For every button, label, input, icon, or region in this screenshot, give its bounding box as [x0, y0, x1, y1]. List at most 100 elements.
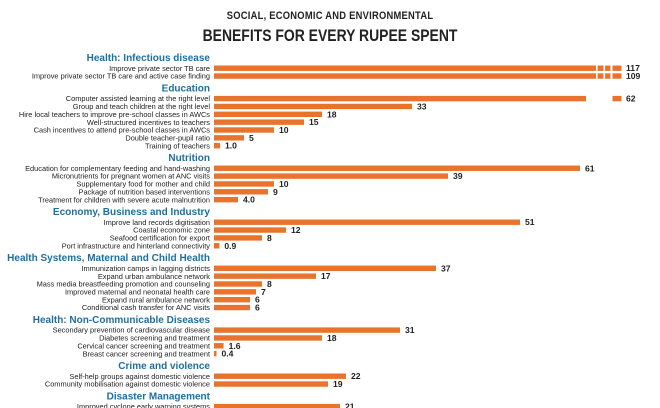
- bar-label: Self-help groups against domestic violen…: [69, 372, 210, 381]
- bar: [214, 227, 286, 233]
- bar-label: Improve private sector TB care: [109, 64, 210, 73]
- bar: [214, 297, 250, 303]
- bar-break-gap: [603, 65, 606, 71]
- bar-break-gap: [596, 95, 598, 102]
- group-heading: Nutrition: [168, 153, 210, 164]
- bar-label: Package of nutrition based interventions: [79, 187, 211, 196]
- bar-label: Supplementary food for mother and child: [76, 180, 210, 189]
- bar-value-label: 10: [279, 125, 289, 135]
- bar-value-label: 61: [585, 163, 595, 173]
- bar: [214, 73, 612, 79]
- bar-label: Double teacher-pupil ratio: [125, 133, 210, 142]
- bar-value-label: 117: [626, 63, 640, 73]
- bar: [214, 189, 268, 195]
- bar-break-segment: [612, 95, 622, 102]
- bar: [214, 127, 274, 133]
- bar-value-label: 21: [345, 402, 355, 408]
- bar: [214, 165, 580, 171]
- bar-break-segment: [612, 73, 622, 79]
- bar: [214, 373, 346, 379]
- bar-value-label: 109: [626, 71, 641, 81]
- bar: [214, 273, 316, 279]
- bar-value-label: 9: [273, 187, 278, 197]
- bar-label: Cervical cancer screening and treatment: [77, 341, 210, 350]
- bar-break-gap: [610, 65, 613, 71]
- bar: [214, 119, 304, 125]
- bar: [214, 243, 220, 249]
- bar-break-gap: [603, 95, 606, 102]
- bar: [214, 135, 244, 141]
- bar-value-label: 1.0: [225, 141, 237, 151]
- group-heading: Health: Non-Communicable Diseases: [33, 315, 211, 326]
- bar-value-label: 10: [279, 179, 289, 189]
- bar-break-gap: [610, 95, 613, 102]
- bar-label: Diabetes screening and treatment: [99, 334, 210, 343]
- group-heading: Disaster Management: [107, 391, 211, 402]
- group-heading: Economy, Business and Industry: [53, 207, 211, 218]
- bar-label: Computer assisted learning at the right …: [66, 94, 211, 103]
- group-heading: Education: [162, 83, 210, 94]
- bar-label: Seafood certification for export: [110, 234, 210, 243]
- bar-label: Improve land records digitisation: [104, 218, 210, 227]
- bar: [214, 265, 436, 271]
- bar-label: Micronutrients for pregnant women at ANC…: [52, 172, 210, 181]
- group-heading: Health Systems, Maternal and Child Healt…: [7, 253, 210, 264]
- bar-label: Education for complementary feeding and …: [25, 164, 210, 173]
- bar-value-label: 7: [261, 287, 266, 297]
- bar-label: Community mobilisation against domestic …: [45, 380, 210, 389]
- bar-value-label: 39: [453, 171, 463, 181]
- bar: [214, 350, 217, 357]
- bar-label: Well-structured incentives to teachers: [87, 118, 210, 127]
- bar: [214, 304, 250, 311]
- bar-label: Secondary prevention of cardiovascular d…: [53, 326, 210, 335]
- bar-label: Improved maternal and neonatal health ca…: [65, 287, 210, 296]
- bar: [214, 235, 262, 241]
- bar: [214, 143, 220, 149]
- bar-value-label: 1.6: [229, 341, 241, 351]
- bar-break-segment: [612, 65, 622, 71]
- bar-value-label: 8: [267, 279, 272, 289]
- bar-label: Expand rural ambulance network: [102, 295, 210, 304]
- bar-value-label: 37: [441, 263, 451, 273]
- bar: [214, 111, 322, 117]
- bar-value-label: 22: [351, 371, 361, 381]
- bar: [214, 196, 238, 203]
- bar: [214, 181, 274, 187]
- bar: [214, 103, 412, 110]
- bar-label: Hire local teachers to improve pre-schoo…: [19, 110, 210, 119]
- bar-label: Group and teach children at the right le…: [73, 102, 211, 111]
- bar-label: Cash incentives to attend pre-school cla…: [34, 126, 211, 135]
- bar: [214, 343, 224, 349]
- bar: [214, 281, 262, 287]
- bar-value-label: 0.9: [224, 241, 236, 251]
- bar-value-label: 12: [291, 225, 301, 235]
- bar: [214, 65, 612, 71]
- bar: [214, 335, 322, 341]
- bar-label: Training of teachers: [145, 141, 210, 150]
- bar-value-label: 18: [327, 109, 337, 119]
- bar-value-label: 62: [626, 94, 636, 104]
- bar-value-label: 15: [309, 117, 319, 127]
- bar: [214, 219, 520, 225]
- bar-value-label: 18: [327, 333, 337, 343]
- bar: [214, 327, 400, 333]
- bar-value-label: 51: [525, 217, 535, 227]
- bar-label: Breast cancer screening and treatment: [83, 349, 210, 358]
- bar-label: Immunization camps in lagging districts: [81, 264, 210, 273]
- bar-break-gap: [603, 73, 606, 79]
- bar-value-label: 19: [333, 379, 343, 389]
- bar-label: Expand urban ambulance network: [98, 272, 210, 281]
- bar: [214, 95, 586, 102]
- group-heading: Crime and violence: [118, 361, 210, 372]
- bar-label: Coastal economic zone: [133, 226, 210, 235]
- chart-title-line1: SOCIAL, ECONOMIC AND ENVIRONMENTAL: [226, 10, 434, 22]
- bar-value-label: 31: [405, 325, 415, 335]
- bar: [214, 403, 340, 408]
- bar-break-gap: [596, 73, 598, 79]
- bar-break-gap: [596, 65, 598, 71]
- bar-value-label: 6: [255, 303, 260, 313]
- bar-value-label: 6: [255, 295, 260, 305]
- bar-label: Port infrastructure and hinterland conne…: [62, 241, 211, 250]
- chart-title-line2: BENEFITS FOR EVERY RUPEE SPENT: [202, 26, 458, 45]
